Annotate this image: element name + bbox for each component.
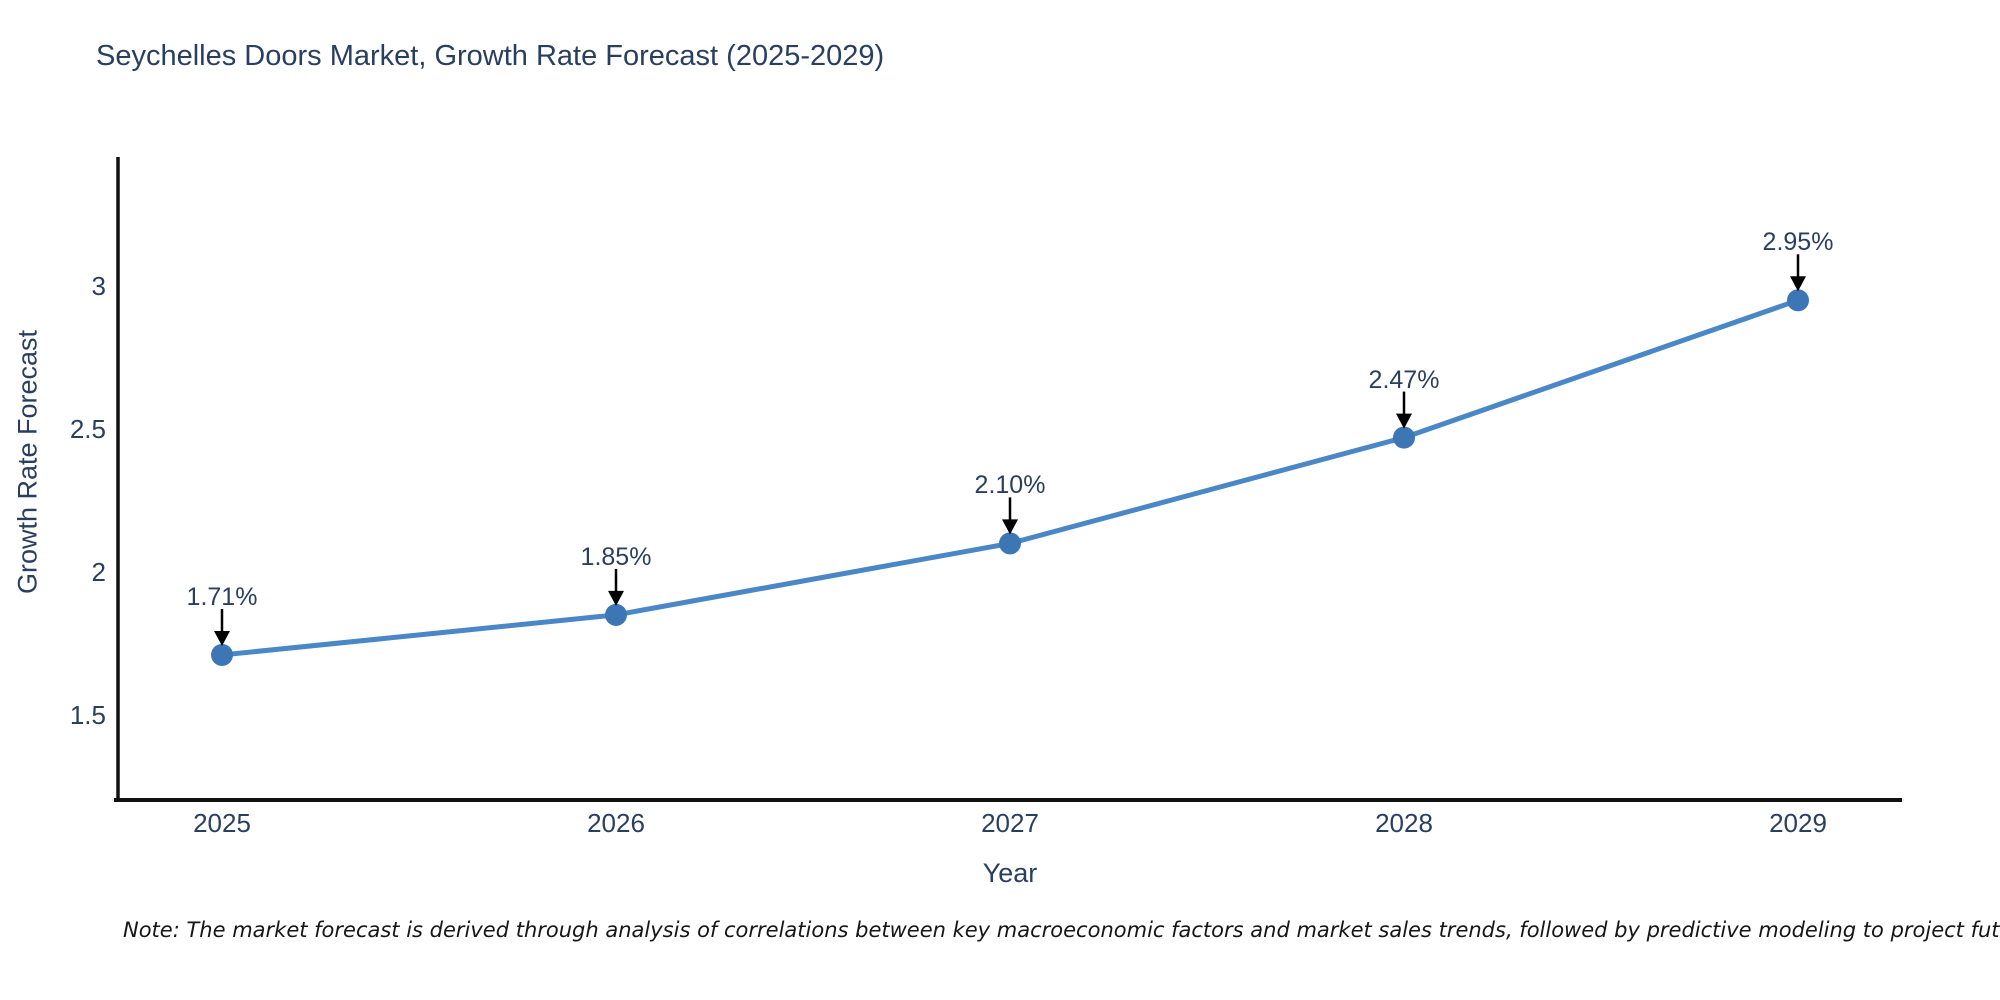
x-tick-label: 2026 <box>587 808 645 838</box>
point-label: 2.10% <box>974 471 1046 500</box>
point-label: 1.85% <box>580 542 652 571</box>
y-tick-label: 3 <box>91 271 106 301</box>
data-point-marker[interactable] <box>211 643 233 666</box>
x-axis-title: Year <box>982 858 1038 888</box>
annotation-arrow-head <box>1002 519 1018 535</box>
x-tick-label: 2028 <box>1375 808 1433 838</box>
data-point-marker[interactable] <box>605 603 627 626</box>
point-label: 2.47% <box>1368 365 1440 394</box>
x-tick-label: 2025 <box>193 808 251 838</box>
y-axis-title: Growth Rate Forecast <box>12 329 43 595</box>
annotation-arrow-head <box>1790 276 1806 292</box>
y-tick-label: 2 <box>91 557 106 587</box>
footnote: Note: The market forecast is derived thr… <box>123 918 2000 942</box>
point-label: 1.71% <box>186 582 258 611</box>
y-tick-label: 1.5 <box>69 700 106 730</box>
point-label: 2.95% <box>1762 228 1834 257</box>
annotation-arrow-head <box>214 630 230 646</box>
chart-title: Seychelles Doors Market, Growth Rate For… <box>96 40 885 72</box>
y-tick-label: 2.5 <box>69 414 106 444</box>
x-tick-label: 2027 <box>981 808 1039 838</box>
data-point-marker[interactable] <box>999 532 1021 555</box>
annotation-arrow-head <box>608 590 624 606</box>
annotation-arrow-head <box>1396 413 1412 429</box>
x-tick-label: 2029 <box>1769 808 1827 838</box>
data-point-marker[interactable] <box>1787 289 1809 312</box>
data-point-marker[interactable] <box>1393 426 1415 449</box>
